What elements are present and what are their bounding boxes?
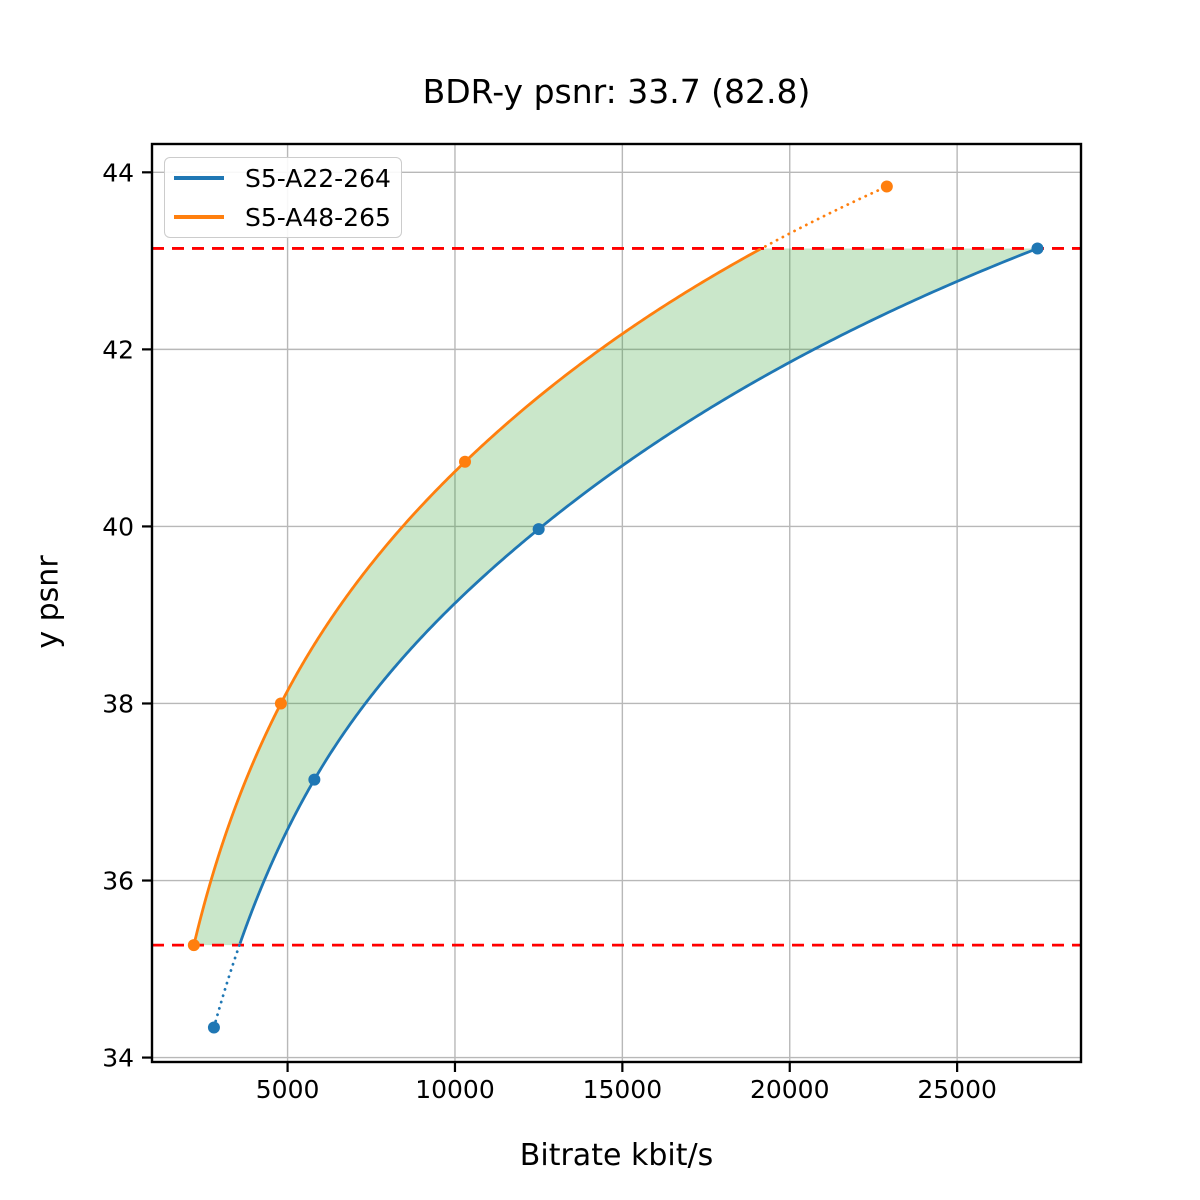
axes-spines	[150, 142, 1083, 1064]
legend: S5-A22-264 S5-A48-265	[164, 157, 402, 238]
band	[193, 248, 1038, 946]
overlap-band	[193, 248, 1038, 946]
y-tick-label: 36	[102, 867, 134, 896]
legend-label-1: S5-A48-265	[245, 202, 391, 232]
y-tick-label: 34	[102, 1044, 134, 1073]
x-tick-label: 20000	[750, 1075, 830, 1104]
hlines	[152, 247, 1081, 947]
x-axis: 5000 10000 15000 20000 25000	[256, 1062, 997, 1104]
y-axis: 34 36 38 40 42 44	[102, 158, 152, 1073]
series-markers-S5-A22-264	[207, 242, 1044, 1034]
curve-solid-S5-A22-264	[238, 247, 1038, 945]
y-tick-label: 38	[102, 689, 134, 718]
x-tick-label: 15000	[583, 1075, 663, 1104]
legend-line-sample-1	[174, 215, 224, 219]
legend-item-1: S5-A48-265	[174, 202, 401, 232]
y-tick-label: 40	[102, 512, 134, 541]
data-point	[880, 180, 893, 193]
curve-solid-S5-A48-265	[192, 248, 761, 946]
data-point	[532, 523, 545, 536]
y-axis-label: y psnr	[30, 555, 66, 649]
y-tick-label: 42	[102, 335, 134, 364]
x-tick-label: 10000	[415, 1075, 495, 1104]
data-point	[308, 773, 321, 786]
x-tick-label: 5000	[256, 1075, 320, 1104]
x-axis-label: Bitrate kbit/s	[519, 1138, 714, 1173]
data-point	[459, 455, 472, 468]
y-tick-label: 44	[102, 158, 134, 187]
data-point	[1031, 242, 1044, 255]
series-line-S5-A22-264	[212, 247, 1038, 1029]
data-point	[207, 1021, 220, 1034]
spines	[150, 142, 1083, 1064]
legend-item-0: S5-A22-264	[174, 163, 401, 193]
chart-title: BDR-y psnr: 33.7 (82.8)	[422, 72, 811, 111]
curve-dotted-S5-A22-264	[212, 942, 242, 1029]
data-point	[274, 697, 287, 710]
data-point	[187, 939, 200, 952]
series-line-S5-A48-265	[192, 185, 889, 946]
legend-line-sample-0	[174, 176, 224, 180]
x-tick-label: 25000	[917, 1075, 997, 1104]
curve-dotted-S5-A48-265	[758, 185, 889, 251]
series-markers-S5-A48-265	[187, 180, 893, 952]
legend-label-0: S5-A22-264	[245, 163, 391, 193]
